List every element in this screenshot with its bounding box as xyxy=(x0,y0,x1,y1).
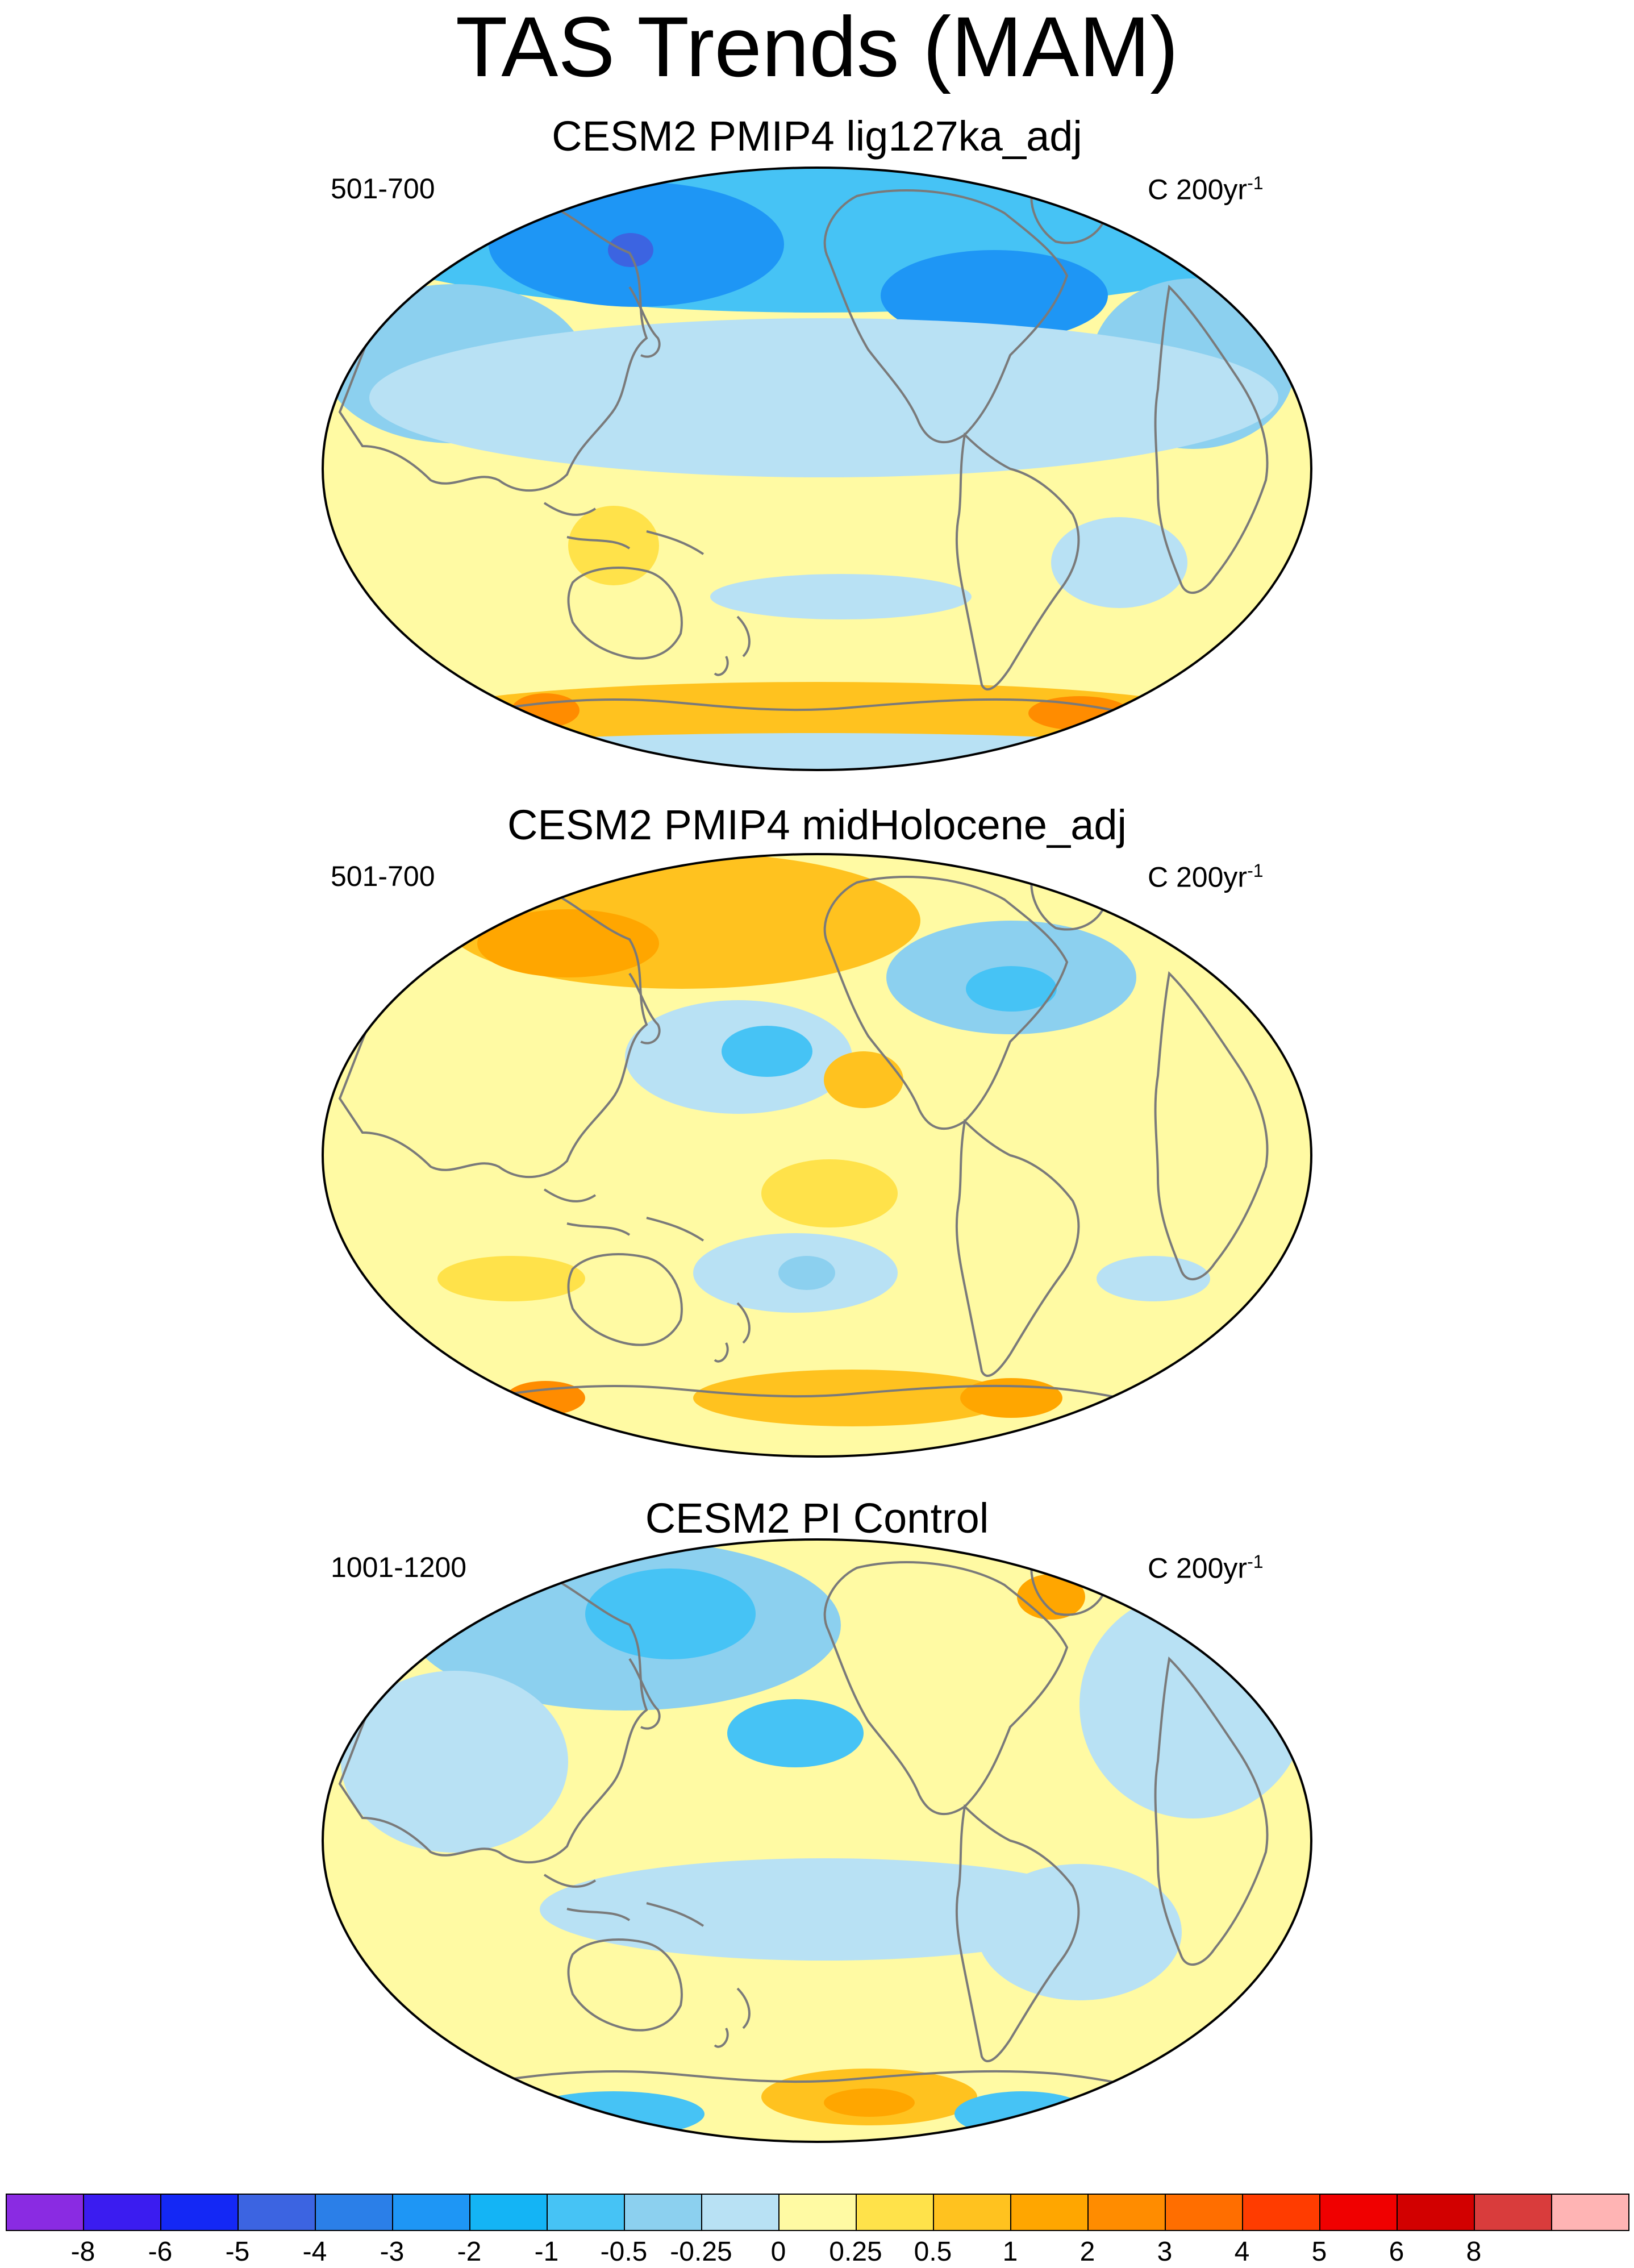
colorbar-tick-label: -0.5 xyxy=(600,2237,648,2267)
colorbar-swatch xyxy=(1551,2194,1629,2231)
colorbar-tick-label: 0 xyxy=(770,2237,786,2267)
colorbar-tick-label: 6 xyxy=(1389,2237,1404,2267)
map-2-field xyxy=(323,854,1311,1456)
colorbar-tick-label: -6 xyxy=(148,2237,173,2267)
panel-period-label: 1001-1200 xyxy=(331,1551,467,1583)
map-1-border xyxy=(322,167,1312,771)
colorbar-swatch xyxy=(1242,2194,1320,2231)
colorbar-swatch xyxy=(547,2194,625,2231)
colorbar-swatch xyxy=(1397,2194,1475,2231)
colorbar-tick-label: 0.5 xyxy=(914,2237,952,2267)
panel-title: CESM2 PMIP4 midHolocene_adj xyxy=(507,801,1127,848)
colorbar-tick-label: 4 xyxy=(1234,2237,1250,2267)
panel-title: CESM2 PI Control xyxy=(645,1495,989,1542)
colorbar-tick-label: 2 xyxy=(1079,2237,1095,2267)
colorbar-swatch xyxy=(1319,2194,1398,2231)
colorbar-tick-label: -4 xyxy=(302,2237,327,2267)
panel-period-label: 501-700 xyxy=(331,173,435,205)
map-1-field xyxy=(323,168,1311,770)
colorbar-tick-label: -0.25 xyxy=(670,2237,732,2267)
panel-units-label: C 200yr-1 xyxy=(1148,860,1264,893)
map-2-border xyxy=(322,853,1312,1458)
colorbar-swatch xyxy=(778,2194,857,2231)
colorbar-tick-label: 3 xyxy=(1157,2237,1173,2267)
panel-units-label: C 200yr-1 xyxy=(1148,1551,1264,1584)
colorbar xyxy=(6,2194,1629,2232)
colorbar-tick-label: -3 xyxy=(380,2237,405,2267)
colorbar-swatch xyxy=(83,2194,161,2231)
colorbar-tick-label: -2 xyxy=(457,2237,482,2267)
panel-units-label: C 200yr-1 xyxy=(1148,173,1264,206)
map-3-border xyxy=(322,1538,1312,2143)
figure-title: TAS Trends (MAM) xyxy=(455,0,1179,94)
colorbar-swatch xyxy=(469,2194,548,2231)
colorbar-tick-label: 8 xyxy=(1466,2237,1482,2267)
colorbar-swatch xyxy=(624,2194,702,2231)
colorbar-swatch xyxy=(160,2194,239,2231)
map-3-field xyxy=(323,1539,1311,2142)
colorbar-tick-label: 0.25 xyxy=(829,2237,882,2267)
colorbar-swatch xyxy=(237,2194,316,2231)
panel-period-label: 501-700 xyxy=(331,860,435,892)
colorbar-tick-label: -5 xyxy=(225,2237,250,2267)
panel-title: CESM2 PMIP4 lig127ka_adj xyxy=(552,113,1082,160)
colorbar-swatch xyxy=(6,2194,84,2231)
colorbar-swatch xyxy=(933,2194,1011,2231)
colorbar-swatch xyxy=(1087,2194,1166,2231)
colorbar-swatch xyxy=(1474,2194,1552,2231)
colorbar-swatch xyxy=(392,2194,470,2231)
colorbar-tick-label: -8 xyxy=(70,2237,95,2267)
colorbar-swatch xyxy=(315,2194,393,2231)
colorbar-swatch xyxy=(1165,2194,1243,2231)
colorbar-swatch xyxy=(1010,2194,1089,2231)
colorbar-tick-label: 1 xyxy=(1002,2237,1018,2267)
colorbar-swatch xyxy=(701,2194,780,2231)
colorbar-tick-label: 5 xyxy=(1311,2237,1327,2267)
colorbar-tick-label: -1 xyxy=(534,2237,559,2267)
colorbar-swatch xyxy=(856,2194,934,2231)
